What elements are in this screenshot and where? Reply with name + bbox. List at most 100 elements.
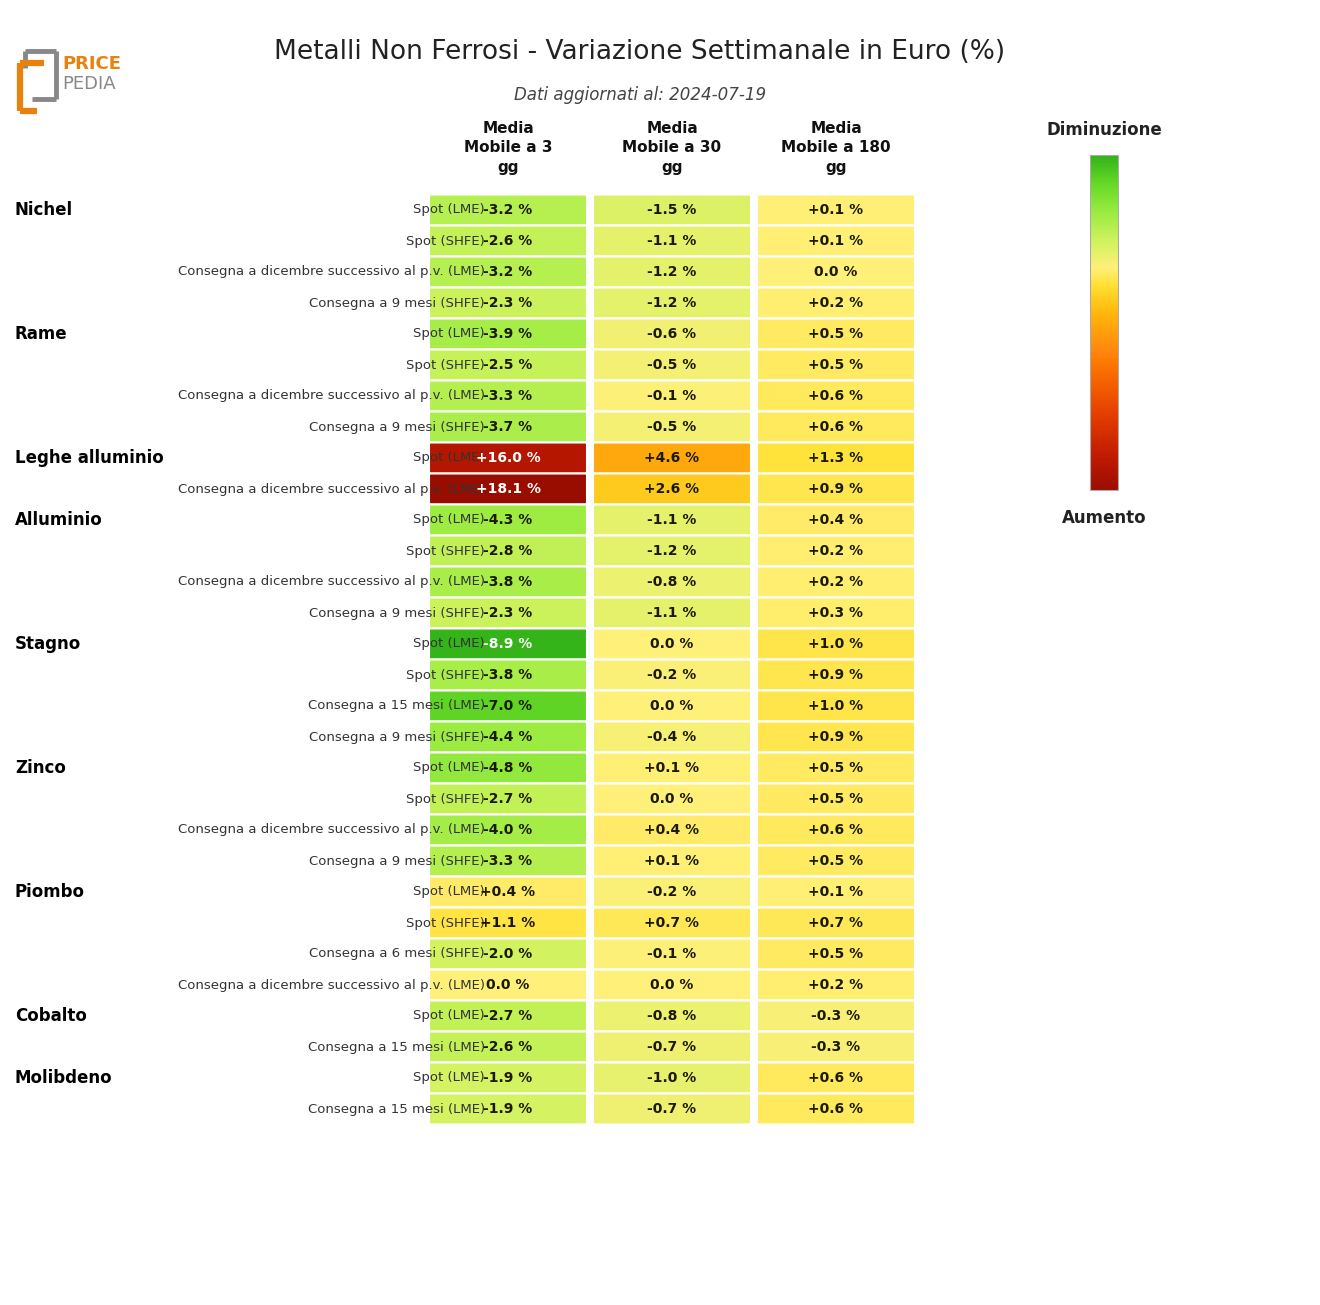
Bar: [1090, 282, 1118, 284]
Text: -7.0 %: -7.0 %: [483, 699, 532, 713]
Bar: [1090, 403, 1118, 405]
Bar: [1090, 196, 1118, 197]
Text: -4.4 %: -4.4 %: [483, 729, 533, 744]
FancyBboxPatch shape: [429, 598, 587, 629]
FancyBboxPatch shape: [429, 783, 587, 814]
Bar: [1090, 375, 1118, 376]
FancyBboxPatch shape: [429, 381, 587, 411]
FancyBboxPatch shape: [756, 318, 915, 350]
Bar: [1090, 258, 1118, 261]
Bar: [1090, 408, 1118, 410]
FancyBboxPatch shape: [593, 566, 751, 598]
Bar: [1090, 363, 1118, 364]
Text: +0.9 %: +0.9 %: [808, 482, 863, 496]
FancyBboxPatch shape: [429, 287, 587, 318]
FancyBboxPatch shape: [593, 411, 751, 442]
FancyBboxPatch shape: [593, 722, 751, 753]
Bar: [1090, 315, 1118, 316]
FancyBboxPatch shape: [756, 598, 915, 629]
Bar: [1090, 422, 1118, 423]
Bar: [1090, 155, 1118, 157]
Bar: [1090, 292, 1118, 294]
Bar: [1090, 311, 1118, 312]
Bar: [1090, 298, 1118, 299]
Text: Spot (LME): Spot (LME): [413, 452, 484, 465]
FancyBboxPatch shape: [429, 629, 587, 659]
Bar: [1090, 415, 1118, 416]
Bar: [1090, 209, 1118, 210]
Text: -1.9 %: -1.9 %: [483, 1101, 533, 1116]
Bar: [1090, 219, 1118, 221]
Bar: [1090, 157, 1118, 158]
FancyBboxPatch shape: [756, 970, 915, 1001]
Bar: [1090, 406, 1118, 408]
Text: +0.2 %: +0.2 %: [808, 977, 863, 992]
Bar: [1090, 446, 1118, 448]
Text: Spot (SHFE): Spot (SHFE): [407, 359, 484, 372]
Bar: [1090, 429, 1118, 432]
Text: Metalli Non Ferrosi - Variazione Settimanale in Euro (%): Metalli Non Ferrosi - Variazione Settima…: [275, 39, 1006, 65]
Bar: [1090, 180, 1118, 181]
Bar: [1090, 398, 1118, 399]
Text: -2.3 %: -2.3 %: [483, 606, 533, 620]
FancyBboxPatch shape: [756, 287, 915, 318]
Text: 0.0 %: 0.0 %: [651, 637, 694, 651]
Bar: [1090, 234, 1118, 235]
FancyBboxPatch shape: [756, 505, 915, 535]
Text: +0.9 %: +0.9 %: [808, 668, 863, 683]
Text: 0.0 %: 0.0 %: [651, 792, 694, 806]
Bar: [1090, 474, 1118, 475]
FancyBboxPatch shape: [429, 442, 587, 474]
Bar: [1090, 211, 1118, 214]
Bar: [1090, 428, 1118, 429]
FancyBboxPatch shape: [429, 1001, 587, 1031]
Bar: [1090, 164, 1118, 167]
Text: +0.1 %: +0.1 %: [808, 204, 863, 217]
FancyBboxPatch shape: [593, 474, 751, 505]
Bar: [1090, 351, 1118, 352]
Bar: [1090, 471, 1118, 474]
Text: -2.6 %: -2.6 %: [483, 1040, 533, 1054]
Text: 0.0 %: 0.0 %: [814, 265, 858, 279]
Bar: [1090, 465, 1118, 467]
Bar: [1090, 475, 1118, 476]
Text: -0.7 %: -0.7 %: [647, 1040, 697, 1054]
Bar: [1090, 257, 1118, 258]
Text: Consegna a 15 mesi (LME): Consegna a 15 mesi (LME): [308, 1103, 484, 1116]
Bar: [1090, 450, 1118, 452]
FancyBboxPatch shape: [593, 1001, 751, 1031]
Text: Dati aggiornati al: 2024-07-19: Dati aggiornati al: 2024-07-19: [513, 86, 766, 104]
FancyBboxPatch shape: [756, 753, 915, 783]
Bar: [1090, 181, 1118, 184]
Bar: [1090, 438, 1118, 440]
Bar: [1090, 377, 1118, 380]
Bar: [1090, 412, 1118, 415]
Bar: [1090, 463, 1118, 465]
Bar: [1090, 202, 1118, 204]
Bar: [1090, 279, 1118, 281]
FancyBboxPatch shape: [593, 1031, 751, 1062]
Bar: [1090, 485, 1118, 487]
FancyBboxPatch shape: [429, 659, 587, 690]
FancyBboxPatch shape: [593, 877, 751, 907]
Bar: [1090, 170, 1118, 172]
Text: Consegna a 9 mesi (SHFE): Consegna a 9 mesi (SHFE): [309, 731, 484, 744]
Text: +0.6 %: +0.6 %: [808, 389, 863, 403]
Text: PEDIA: PEDIA: [62, 74, 116, 93]
Bar: [1090, 361, 1118, 363]
Bar: [1090, 227, 1118, 228]
Text: Consegna a dicembre successivo al p.v. (LME): Consegna a dicembre successivo al p.v. (…: [178, 389, 484, 402]
FancyBboxPatch shape: [756, 690, 915, 722]
Bar: [1090, 371, 1118, 373]
Bar: [1090, 410, 1118, 411]
Bar: [1090, 249, 1118, 251]
Bar: [1090, 232, 1118, 234]
FancyBboxPatch shape: [593, 318, 751, 350]
Bar: [1090, 468, 1118, 470]
FancyBboxPatch shape: [756, 411, 915, 442]
Text: 0.0 %: 0.0 %: [651, 977, 694, 992]
Bar: [1090, 411, 1118, 412]
FancyBboxPatch shape: [756, 442, 915, 474]
Bar: [1090, 356, 1118, 358]
FancyBboxPatch shape: [756, 629, 915, 659]
